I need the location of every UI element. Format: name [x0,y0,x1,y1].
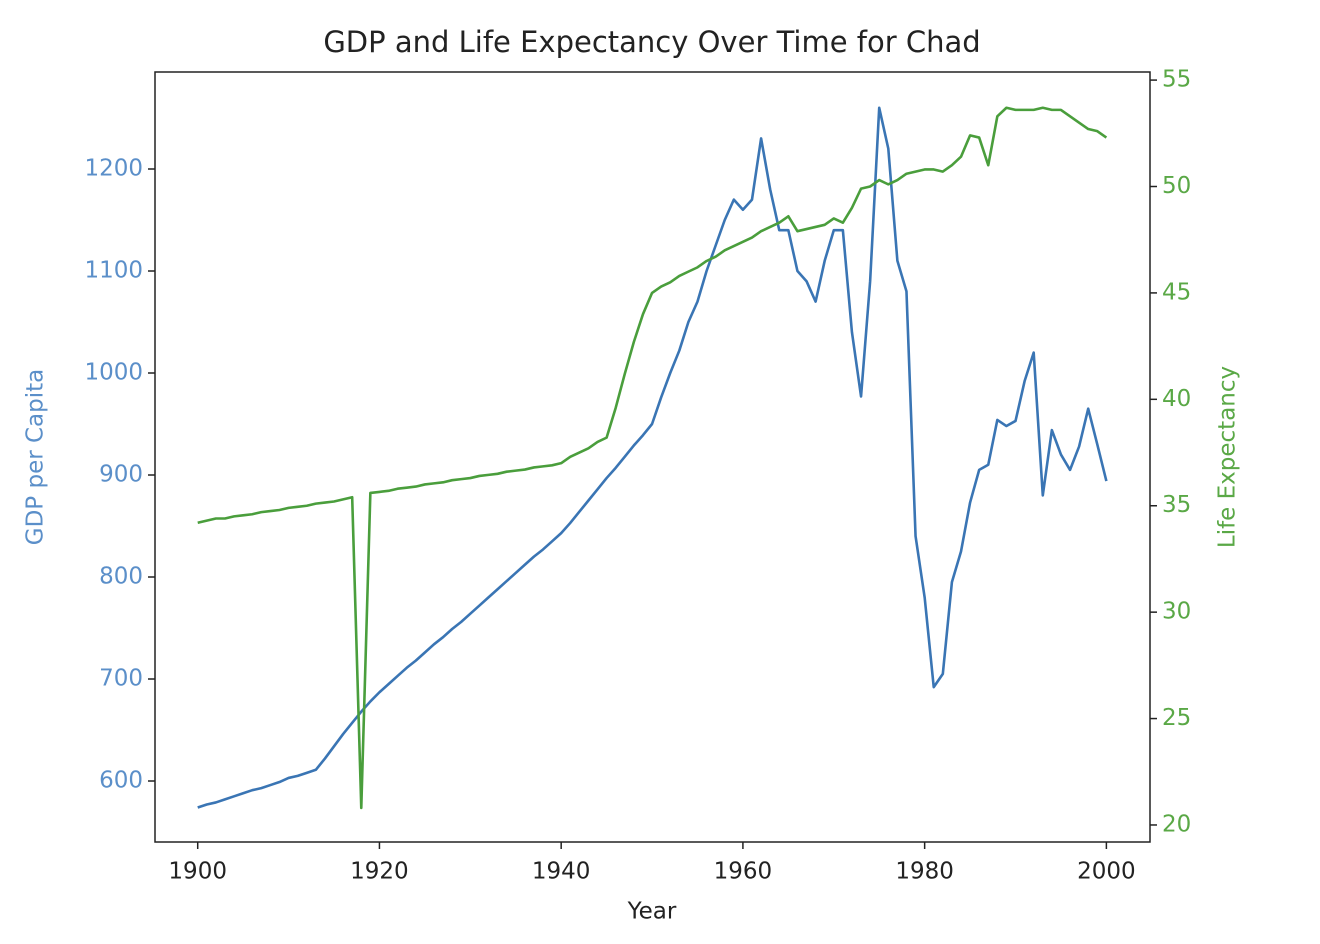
x-tick-label: 1900 [168,859,227,885]
data-line [197,106,1108,810]
y2-tick-label: 25 [1162,705,1191,731]
y2-axis-label: Life Expectancy [1215,366,1241,548]
x-tick-label: 1960 [714,859,773,885]
y2-tick-label: 45 [1162,279,1191,305]
y-tick-label: 1200 [84,156,143,182]
data-line [197,106,1108,809]
x-tick-label: 1940 [532,859,591,885]
y2-tick-label: 40 [1162,386,1191,412]
x-tick-label: 1920 [350,859,409,885]
y2-tick-label: 55 [1162,67,1191,93]
x-tick-label: 2000 [1077,859,1136,885]
chart-title: GDP and Life Expectancy Over Time for Ch… [323,25,980,59]
plot-frame [154,71,1151,843]
y2-tick-label: 50 [1162,173,1191,199]
y2-tick-label: 30 [1162,599,1191,625]
y-tick-label: 900 [99,462,143,488]
y-tick-label: 800 [99,564,143,590]
y-axis-label: GDP per Capita [23,369,49,546]
y-tick-label: 700 [99,666,143,692]
x-axis-label: Year [627,899,677,925]
x-tick-label: 1980 [895,859,954,885]
y2-tick-label: 20 [1162,811,1191,837]
y2-tick-label: 35 [1162,492,1191,518]
y-tick-label: 1100 [84,258,143,284]
y-tick-label: 600 [99,768,143,794]
y-tick-label: 1000 [84,360,143,386]
